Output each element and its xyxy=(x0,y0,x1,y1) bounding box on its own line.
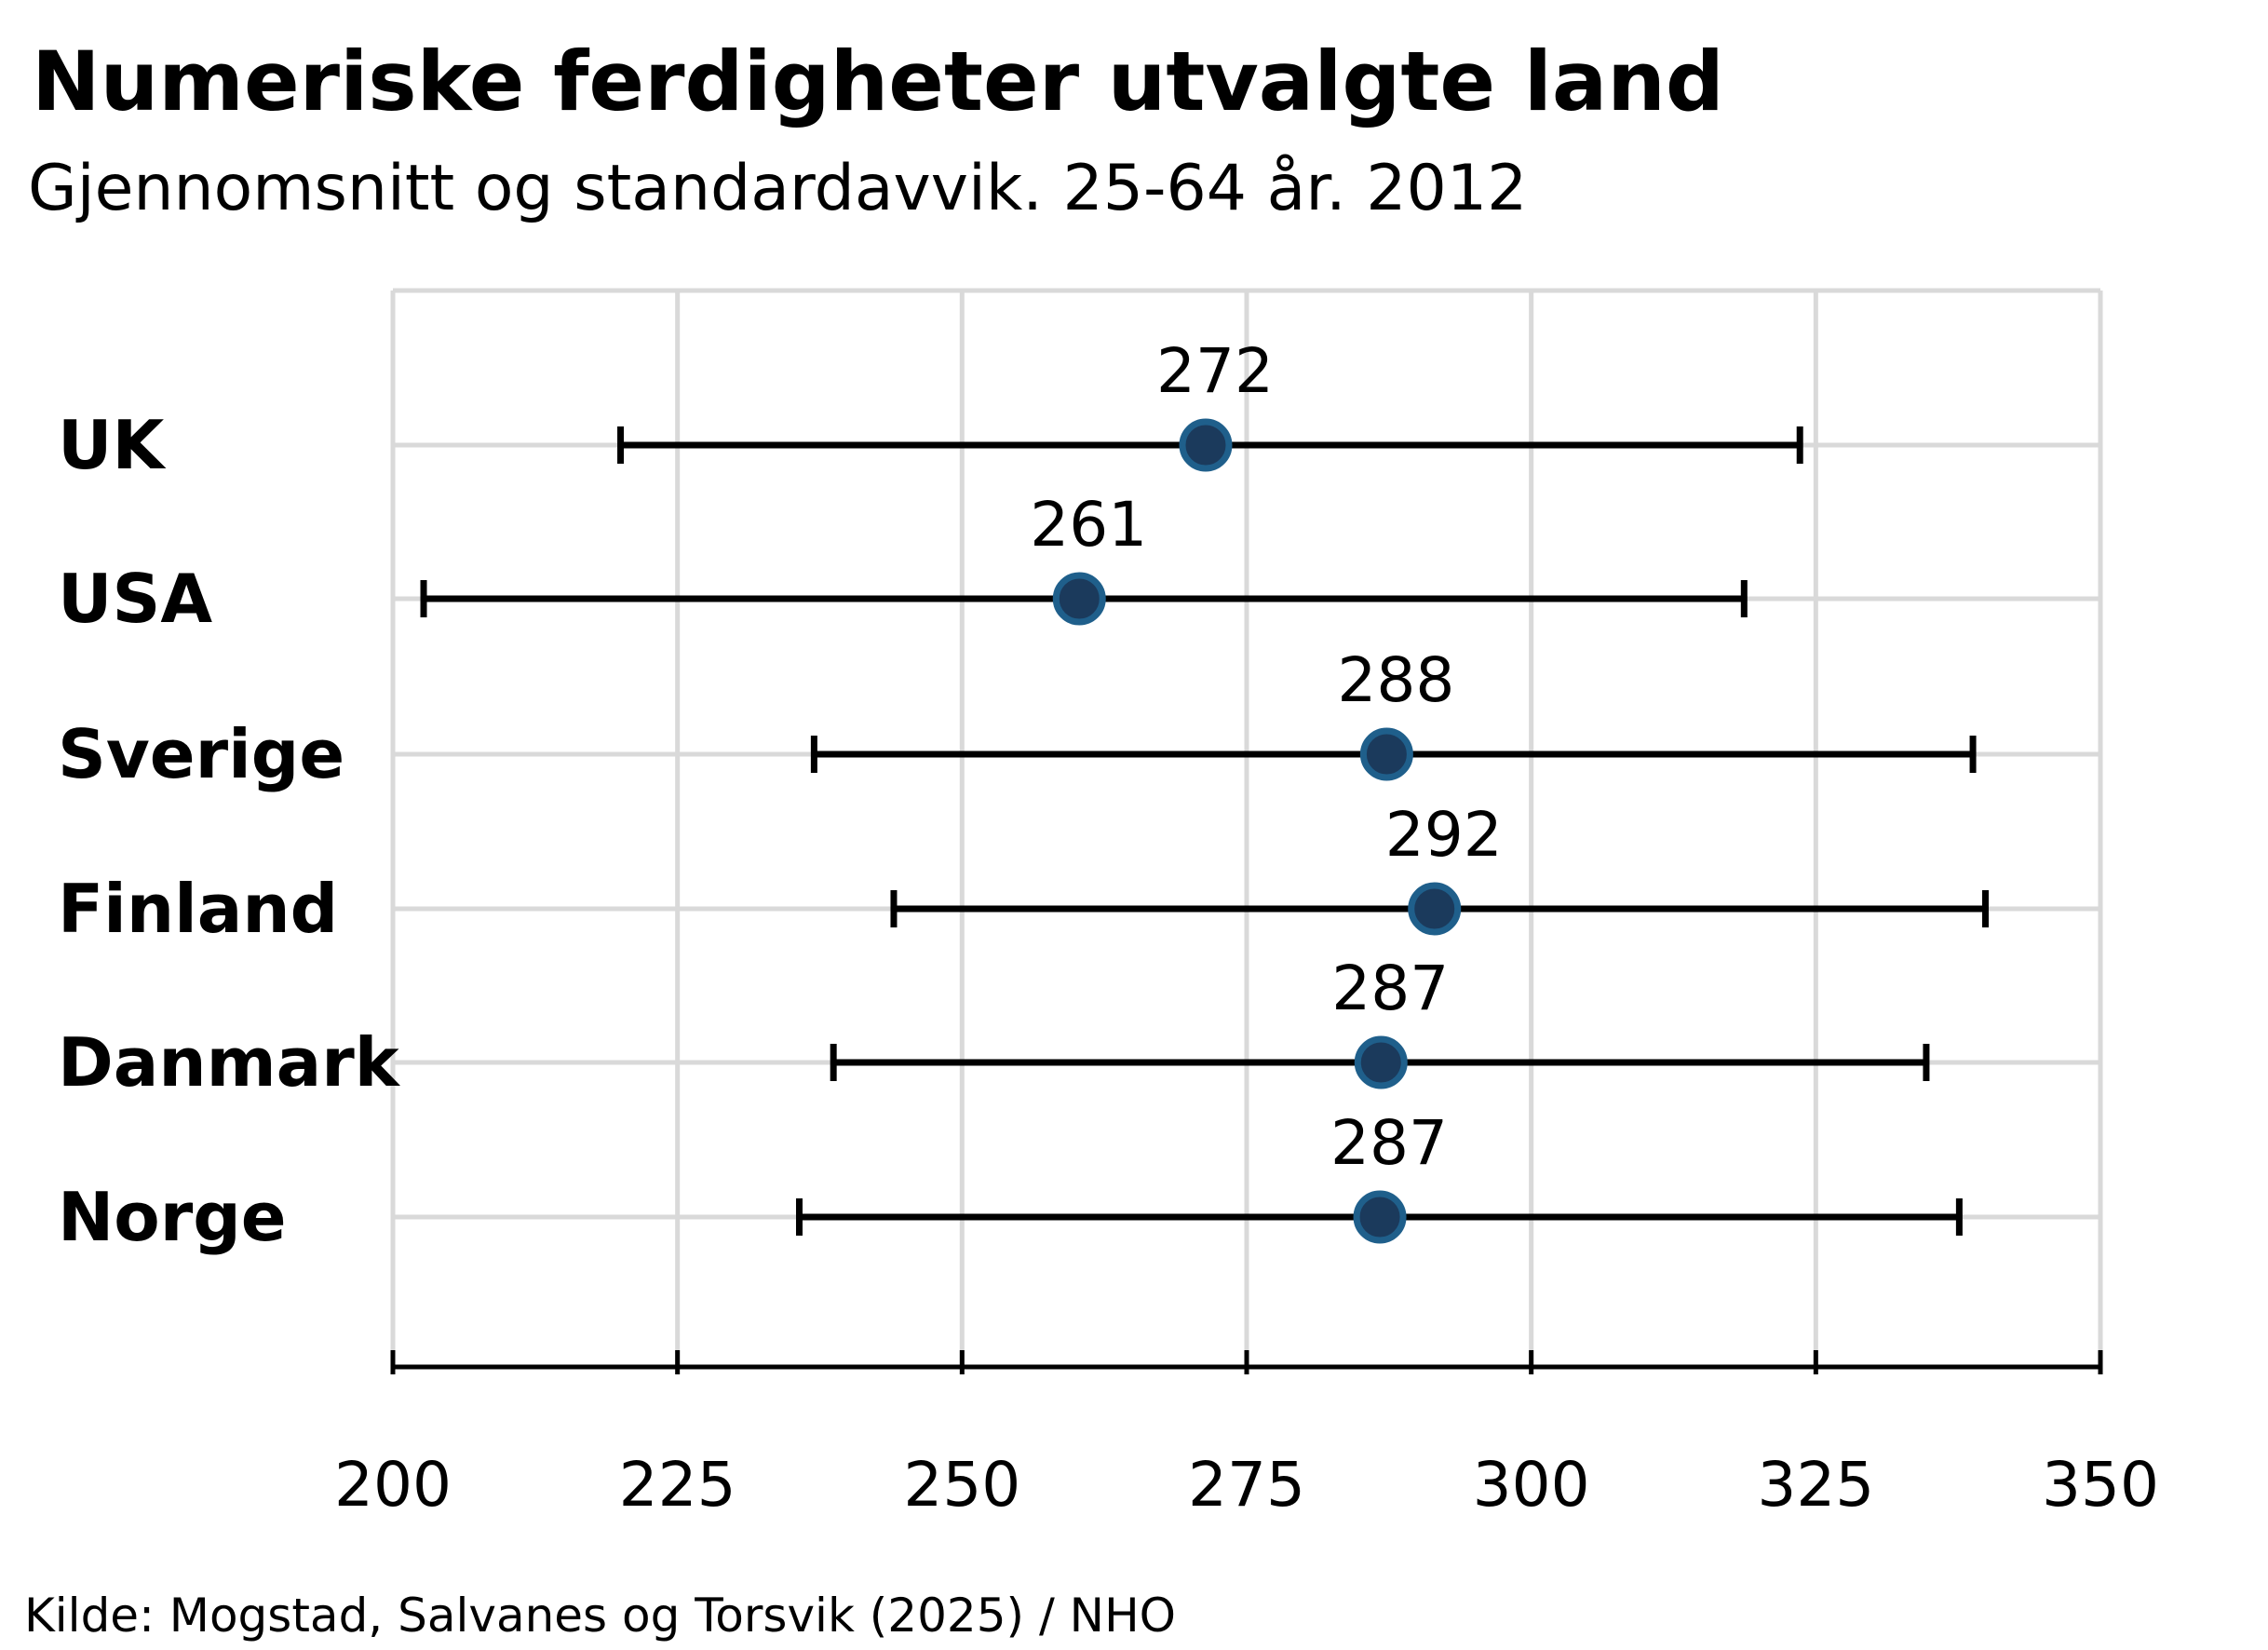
data-label: 272 xyxy=(1156,335,1274,407)
data-label: 292 xyxy=(1385,799,1503,871)
mean-point xyxy=(1179,418,1233,472)
mean-point xyxy=(1052,572,1106,626)
x-tick-label: 250 xyxy=(903,1449,1020,1521)
category-label: Sverige xyxy=(58,715,344,793)
x-tick-label: 300 xyxy=(1473,1449,1590,1521)
data-label: 287 xyxy=(1331,953,1449,1024)
x-tick-label: 275 xyxy=(1188,1449,1305,1521)
x-tick-label: 350 xyxy=(2042,1449,2159,1521)
data-label: 287 xyxy=(1330,1107,1448,1179)
mean-point xyxy=(1353,1190,1407,1244)
chart-subtitle: Gjennomsnitt og standardavvik. 25-64 år.… xyxy=(28,152,1527,225)
data-rows: UK 272 USA 261 Sverige 288 Finland 292 Danmark 28… xyxy=(58,335,1990,1256)
gridlines xyxy=(390,288,2103,1367)
x-tick-label: 225 xyxy=(619,1449,736,1521)
x-tick-label: 325 xyxy=(1757,1449,1874,1521)
mean-point xyxy=(1354,1035,1408,1089)
category-label: UK xyxy=(58,406,166,484)
mean-point xyxy=(1408,882,1462,936)
source-note: Kilde: Mogstad, Salvanes og Torsvik (202… xyxy=(24,1589,1176,1643)
category-label: Danmark xyxy=(58,1023,401,1102)
x-axis: 200 225 250 275 300 325 350 xyxy=(334,1350,2159,1521)
x-tick-label: 200 xyxy=(334,1449,452,1521)
mean-point xyxy=(1359,727,1413,781)
category-label: USA xyxy=(58,560,212,638)
category-label: Norge xyxy=(58,1178,287,1256)
data-label: 288 xyxy=(1337,644,1454,716)
data-label: 261 xyxy=(1030,489,1147,561)
chart-title: Numeriske ferdigheter utvalgte land xyxy=(32,34,1724,129)
category-label: Finland xyxy=(58,870,338,948)
